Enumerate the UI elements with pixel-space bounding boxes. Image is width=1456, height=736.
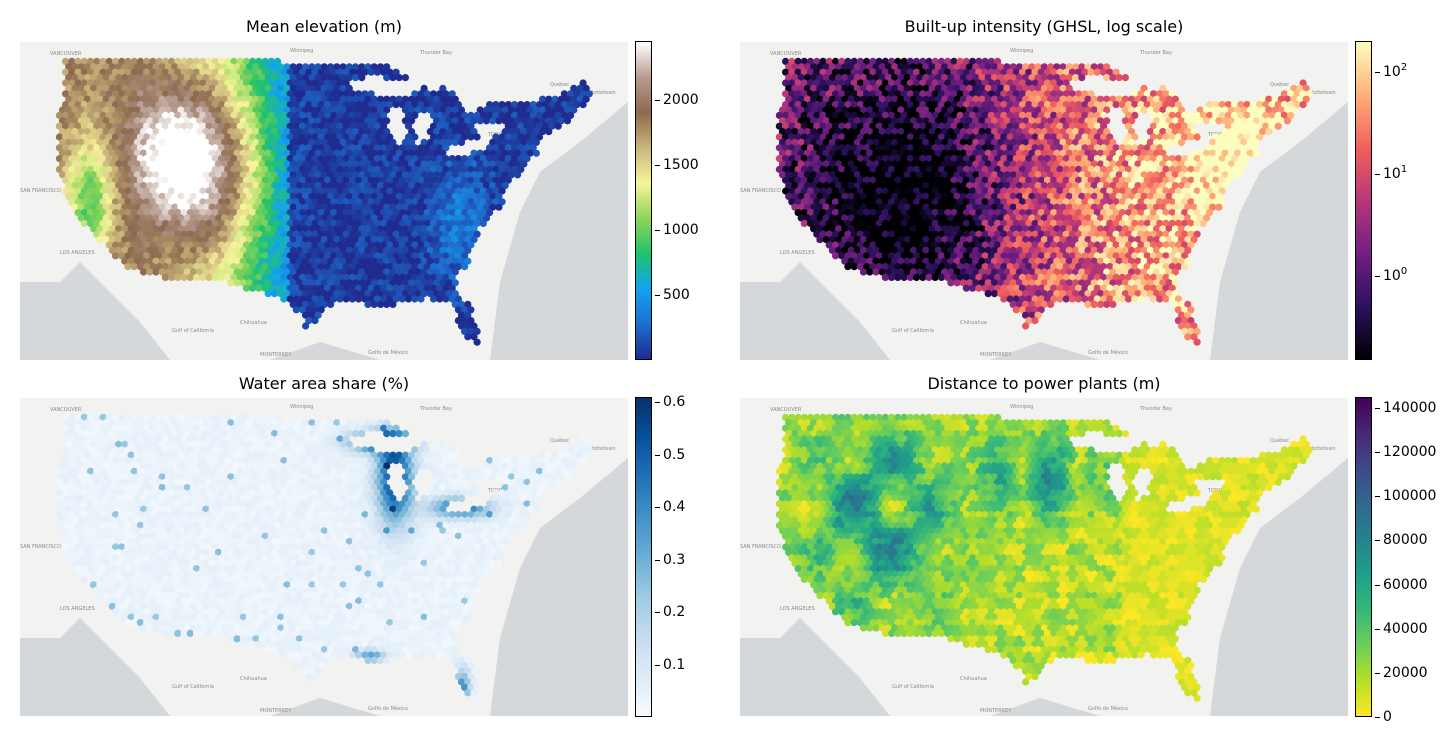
basemap-label: Gulf of California — [892, 328, 934, 334]
colorbar-tick-label: 0 — [1375, 709, 1392, 725]
basemap-label: SAN FRANCISCO — [20, 188, 61, 194]
colorbar-tick-label: 100000 — [1374, 488, 1437, 505]
hex-cells — [55, 413, 593, 702]
basemap-label: Thunder Bay — [1139, 50, 1172, 56]
basemap-label: MONTERREY — [260, 352, 292, 358]
basemap-label: Chihuahua — [960, 676, 987, 682]
basemap-label: Golfo de México — [1088, 349, 1128, 356]
tick-base: 10 — [1383, 267, 1401, 284]
tick-exponent: 1 — [1400, 163, 1408, 175]
colorbar-tick-label: 0.1 — [654, 656, 686, 673]
basemap-label: LOS ANGELES — [60, 606, 95, 612]
tick-base: 10 — [1383, 63, 1401, 80]
basemap-label: Charlottetown — [580, 90, 616, 96]
panel-title: Built-up intensity (GHSL, log scale) — [904, 17, 1184, 36]
colorbar-tick-label: 0.6 — [654, 394, 686, 411]
basemap-label: Charlottetown — [580, 446, 616, 452]
basemap-label: LOS ANGELES — [780, 606, 815, 612]
basemap-label: MONTERREY — [980, 352, 1012, 358]
basemap-label: Winnipeg — [290, 48, 313, 54]
basemap-label: LOS ANGELES — [780, 250, 815, 256]
colorbar-tick-label: 80000 — [1375, 532, 1428, 549]
panel-title: Mean elevation (m) — [246, 17, 402, 36]
colorbar-tick-label: 101 — [1374, 163, 1408, 182]
tick-exponent: 2 — [1400, 61, 1408, 73]
hex-cells — [775, 413, 1313, 702]
basemap-label: Gulf of California — [892, 684, 934, 690]
basemap-label: SAN FRANCISCO — [740, 188, 781, 194]
basemap-label: MONTERREY — [980, 708, 1012, 714]
basemap-label: Golfo de México — [1088, 705, 1128, 712]
colorbar-tick-label: 1000 — [655, 221, 699, 238]
colorbar-tick-label: 102 — [1374, 61, 1408, 80]
basemap-label: VANCOUVER — [50, 51, 82, 57]
basemap-label: Québec — [1270, 81, 1289, 88]
hex-cells — [775, 57, 1313, 346]
basemap-label: SAN FRANCISCO — [740, 544, 781, 550]
basemap-label: Golfo de México — [368, 705, 408, 712]
colorbar-tick-label: 100 — [1374, 265, 1408, 284]
colorbar-tick-label: 0.5 — [654, 446, 686, 463]
colorbar-elevation — [635, 41, 652, 360]
basemap-label: Québec — [550, 437, 569, 444]
colorbar-tick-label: 0.2 — [654, 604, 686, 621]
basemap-label: Québec — [1270, 437, 1289, 444]
basemap-label: MONTERREY — [260, 708, 292, 714]
basemap-label: Winnipeg — [1010, 404, 1033, 410]
colorbar-water — [635, 397, 652, 717]
basemap-label: Gulf of California — [172, 684, 214, 690]
basemap-label: VANCOUVER — [770, 51, 802, 57]
basemap-label: Québec — [550, 81, 569, 88]
colorbar-tick-label: 140000 — [1374, 400, 1437, 417]
basemap-label: Winnipeg — [290, 404, 313, 410]
basemap-label: Chihuahua — [240, 676, 267, 682]
basemap-label: Thunder Bay — [1139, 406, 1172, 412]
basemap-label: Charlottetown — [1300, 446, 1336, 452]
colorbar-builtup — [1355, 41, 1372, 360]
colorbar-tick-label: 0.4 — [654, 499, 686, 516]
colorbar-tick-label: 0.3 — [654, 551, 686, 568]
colorbar-tick-label: 2000 — [655, 91, 699, 108]
basemap-label: VANCOUVER — [770, 407, 802, 413]
basemap-label: Chihuahua — [960, 320, 987, 326]
colorbar-powerplants — [1355, 397, 1372, 717]
colorbar-tick-label: 120000 — [1374, 444, 1437, 461]
basemap-label: SAN FRANCISCO — [20, 544, 61, 550]
colorbar-tick-label: 1500 — [655, 156, 699, 173]
basemap-label: Gulf of California — [172, 328, 214, 334]
colorbar-tick-label: 500 — [655, 286, 690, 303]
colorbar-tick-label: 40000 — [1375, 620, 1428, 637]
basemap-label: Thunder Bay — [419, 406, 452, 412]
basemap-label: LOS ANGELES — [60, 250, 95, 256]
basemap-label: Chihuahua — [240, 320, 267, 326]
tick-base: 10 — [1383, 165, 1401, 182]
basemap-label: Thunder Bay — [419, 50, 452, 56]
hex-cells — [55, 57, 593, 346]
tick-exponent: 0 — [1400, 265, 1408, 277]
basemap-label: Charlottetown — [1300, 90, 1336, 96]
colorbar-tick-label: 20000 — [1375, 664, 1428, 681]
panel-title: Water area share (%) — [238, 374, 410, 393]
basemap-label: VANCOUVER — [50, 407, 82, 413]
basemap-label: Winnipeg — [1010, 48, 1033, 54]
panel-title: Distance to power plants (m) — [927, 374, 1161, 393]
basemap-label: Golfo de México — [368, 349, 408, 356]
colorbar-tick-label: 60000 — [1375, 576, 1428, 593]
